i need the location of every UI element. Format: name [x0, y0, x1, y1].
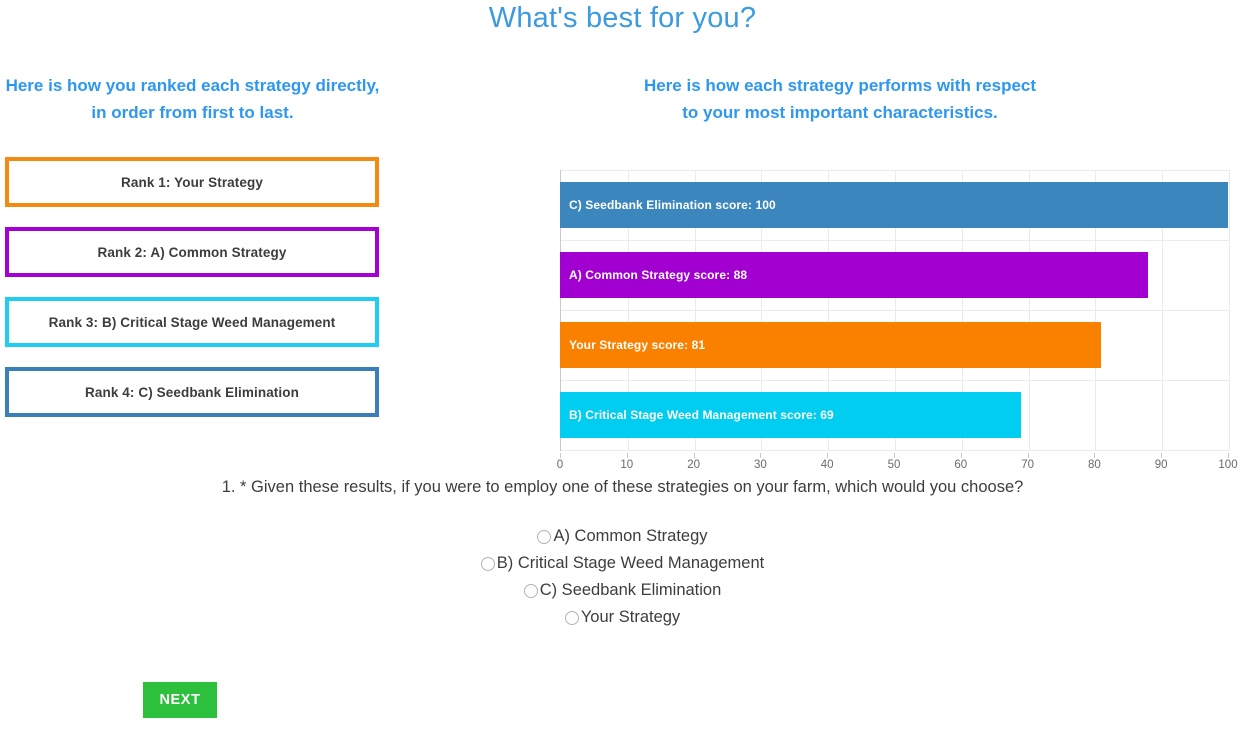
rank-box-label: Rank 3: B) Critical Stage Weed Managemen… [48, 314, 336, 330]
chart-bar: Your Strategy score: 81 [560, 322, 1102, 368]
ranked-strategy-list: Rank 1: Your Strategy Rank 2: A) Common S… [5, 157, 379, 437]
question-text: 1. * Given these results, if you were to… [221, 478, 1024, 496]
radio-button-icon[interactable] [523, 583, 538, 598]
chart-bar-row: B) Critical Stage Weed Management score:… [560, 380, 1228, 450]
chart-x-tick [1094, 453, 1096, 458]
chart-x-tick-label: 0 [556, 459, 564, 471]
page-title: What's best for you? [488, 2, 757, 34]
rank-box: Rank 1: Your Strategy [5, 157, 379, 207]
chart-x-tick-label: 10 [620, 459, 634, 471]
chart-bar-label: Your Strategy score: 81 [569, 338, 706, 352]
chart-gridline-vertical [1229, 170, 1230, 450]
chart-x-tick [1161, 453, 1163, 458]
chart-bar-row: A) Common Strategy score: 88 [560, 240, 1228, 310]
rank-box: Rank 4: C) Seedbank Elimination [5, 367, 379, 417]
next-button-label: NEXT [159, 692, 201, 708]
chart-x-tick [560, 453, 561, 458]
chart-plot-area [560, 170, 1230, 451]
radio-button-icon[interactable] [564, 610, 579, 625]
answer-option[interactable]: B) Critical Stage Weed Management [0, 550, 1245, 577]
chart-x-tick [693, 453, 695, 458]
answer-option-label[interactable]: B) Critical Stage Weed Management [496, 554, 765, 572]
chart-bar-label: C) Seedbank Elimination score: 100 [569, 198, 776, 212]
chart-x-tick-label: 80 [1087, 459, 1101, 471]
chart-bar: C) Seedbank Elimination score: 100 [560, 182, 1228, 228]
radio-button-icon[interactable] [537, 529, 552, 544]
chart-gridline-horizontal [561, 380, 1229, 381]
chart-x-tick-label: 90 [1154, 459, 1168, 471]
answer-option[interactable]: Your Strategy [0, 604, 1245, 631]
chart-x-tick [1027, 453, 1029, 458]
answer-option-label[interactable]: Your Strategy [580, 608, 681, 626]
chart-x-tick [827, 453, 829, 458]
chart-bar-label: A) Common Strategy score: 88 [569, 268, 748, 282]
rank-box-label: Rank 1: Your Strategy [121, 174, 263, 190]
chart-x-tick [760, 453, 762, 458]
next-button[interactable]: NEXT [143, 682, 217, 718]
chart-x-tick-label: 40 [820, 459, 834, 471]
chart-bar-label: B) Critical Stage Weed Management score:… [569, 408, 834, 422]
chart-bar-row: C) Seedbank Elimination score: 100 [560, 170, 1228, 240]
chart-bar: B) Critical Stage Weed Management score:… [560, 392, 1021, 438]
strategy-score-bar-chart: C) Seedbank Elimination score: 100 A) Com… [557, 170, 1238, 471]
chart-gridline-horizontal [561, 170, 1229, 171]
chart-gridline-horizontal [561, 310, 1229, 311]
chart-x-tick-label: 70 [1021, 459, 1034, 471]
rank-box-label: Rank 4: C) Seedbank Elimination [85, 384, 299, 400]
right-panel-header: Here is how each strategy performs with … [643, 76, 1037, 122]
rank-box-label: Rank 2: A) Common Strategy [97, 244, 287, 260]
rank-box: Rank 2: A) Common Strategy [5, 227, 379, 277]
chart-bar: A) Common Strategy score: 88 [560, 252, 1148, 298]
chart-bar-row: Your Strategy score: 81 [560, 310, 1228, 380]
answer-options-group: A) Common Strategy B) Critical Stage Weed… [0, 523, 1245, 631]
rank-box: Rank 3: B) Critical Stage Weed Managemen… [5, 297, 379, 347]
chart-x-tick [626, 453, 628, 458]
answer-option-label[interactable]: A) Common Strategy [553, 527, 708, 545]
radio-button-icon[interactable] [480, 556, 495, 571]
chart-x-tick-label: 30 [753, 459, 767, 471]
chart-x-tick [894, 453, 895, 458]
chart-x-tick [1228, 453, 1229, 458]
chart-x-tick-label: 60 [954, 459, 968, 471]
chart-x-tick-label: 100 [1218, 459, 1238, 471]
answer-option[interactable]: A) Common Strategy [0, 523, 1245, 550]
chart-x-axis: 0 10 20 30 40 50 60 70 80 90 100 [557, 453, 1238, 477]
chart-gridline-horizontal [561, 240, 1229, 241]
answer-option-label[interactable]: C) Seedbank Elimination [539, 581, 722, 599]
chart-x-tick-label: 50 [887, 459, 901, 471]
answer-option[interactable]: C) Seedbank Elimination [0, 577, 1245, 604]
chart-x-tick [960, 453, 962, 458]
chart-gridline-horizontal [561, 450, 1229, 451]
left-panel-header: Here is how you ranked each strategy dir… [5, 76, 380, 122]
chart-x-tick-label: 20 [687, 459, 700, 471]
chart-bars: C) Seedbank Elimination score: 100 A) Com… [560, 170, 1228, 450]
